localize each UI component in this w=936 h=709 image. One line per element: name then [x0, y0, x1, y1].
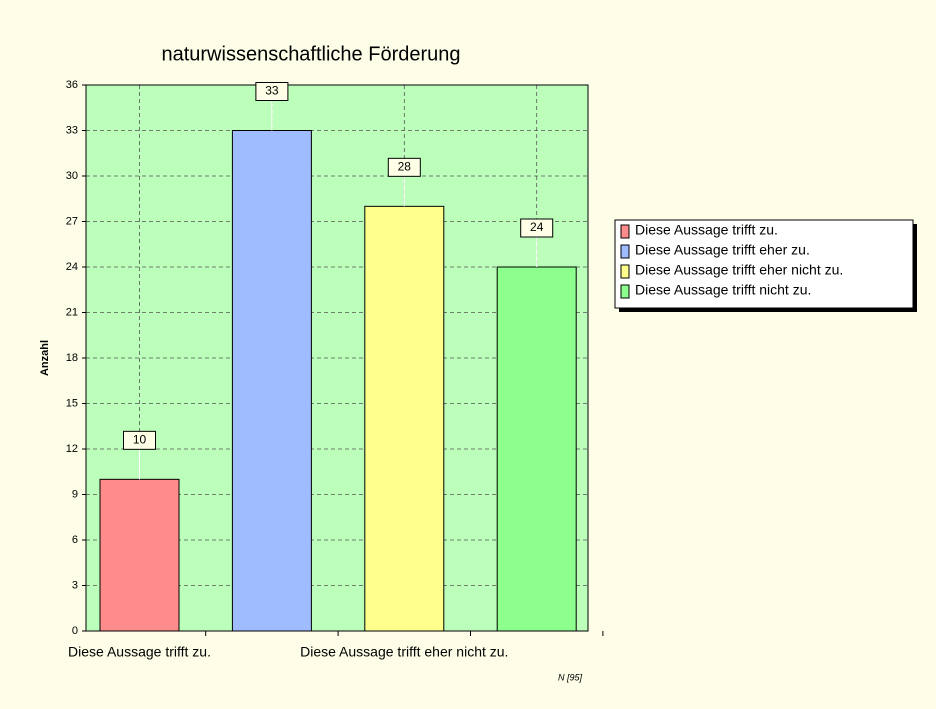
legend-swatch	[620, 284, 630, 299]
data-label: 24	[530, 220, 544, 234]
y-tick-label: 12	[66, 443, 78, 455]
data-label-box	[123, 430, 156, 450]
y-tick-label: 0	[72, 625, 78, 637]
y-tick-label: 21	[66, 306, 78, 318]
legend-label: Diese Aussage trifft zu.	[635, 222, 778, 238]
y-tick-label: 30	[66, 170, 78, 182]
chart-title: naturwissenschaftliche Förderung	[161, 43, 460, 65]
legend-label: Diese Aussage trifft nicht zu.	[635, 282, 811, 298]
y-tick-label: 6	[72, 534, 78, 546]
y-tick-label: 18	[66, 352, 78, 364]
y-tick-label: 24	[66, 261, 78, 273]
legend-label: Diese Aussage trifft eher nicht zu.	[635, 262, 843, 278]
x-tick-label: Diese Aussage trifft eher nicht zu.	[300, 644, 508, 660]
bar	[496, 266, 577, 632]
y-tick-label: 27	[66, 215, 78, 227]
y-tick-label: 9	[72, 488, 78, 500]
x-tick-label: Diese Aussage trifft zu.	[68, 644, 211, 660]
legend-label: Diese Aussage trifft eher zu.	[635, 242, 810, 258]
y-tick-label: 33	[66, 124, 78, 136]
y-tick-label: 15	[66, 397, 78, 409]
bar	[99, 478, 180, 632]
legend-swatch	[620, 244, 630, 259]
data-label-box	[255, 82, 289, 101]
note: N [95]	[558, 672, 583, 682]
legend-swatch	[620, 264, 630, 279]
data-label: 28	[398, 160, 412, 174]
data-label: 33	[265, 84, 279, 98]
data-label-box	[387, 157, 421, 177]
plot-border	[85, 84, 589, 632]
bar	[231, 130, 312, 632]
legend-swatch	[620, 224, 630, 239]
legend	[614, 219, 914, 309]
data-label: 10	[133, 433, 147, 447]
y-tick-label: 36	[66, 79, 78, 91]
y-axis-label: Anzahl	[39, 340, 51, 376]
y-tick-label: 3	[72, 579, 78, 591]
data-label-box	[520, 218, 554, 238]
bar	[364, 205, 445, 632]
